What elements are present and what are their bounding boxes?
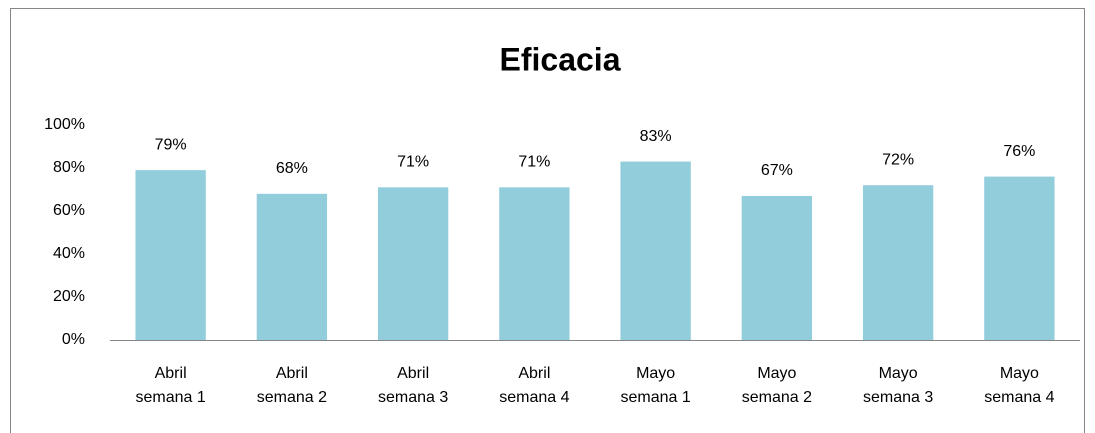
bar	[984, 176, 1055, 340]
x-tick-label: Abril semana 2	[256, 365, 327, 406]
chart-border	[10, 8, 1085, 433]
bar	[499, 187, 570, 340]
bar	[741, 195, 813, 340]
x-tick-label: Abril semana 1	[135, 365, 206, 406]
value-label: 76%	[1003, 143, 1035, 160]
y-tick-label: 60%	[53, 202, 85, 219]
value-label: 71%	[397, 154, 429, 171]
y-tick-label: 40%	[53, 245, 85, 262]
chart-title: Eficacia	[500, 41, 621, 77]
bar	[620, 161, 691, 340]
value-label: 67%	[761, 162, 793, 179]
y-tick-label: 0%	[62, 331, 85, 348]
x-tick-label: Mayo semana 2	[741, 365, 812, 406]
bar	[377, 187, 449, 340]
y-tick-label: 100%	[44, 116, 85, 133]
x-tick-label: Mayo semana 1	[620, 365, 691, 406]
x-tick-label: Abril semana 3	[377, 365, 449, 406]
value-label: 72%	[882, 151, 914, 168]
value-label: 79%	[155, 136, 187, 153]
value-label: 71%	[518, 154, 550, 171]
bar	[256, 193, 328, 340]
bar	[135, 170, 206, 340]
value-label: 68%	[276, 160, 308, 177]
x-tick-label: Abril semana 4	[499, 365, 570, 406]
x-tick-label: Mayo semana 3	[862, 365, 934, 406]
x-tick-label: Mayo semana 4	[984, 365, 1055, 406]
y-tick-label: 80%	[53, 159, 85, 176]
y-tick-label: 20%	[53, 288, 85, 305]
bar	[862, 185, 934, 340]
value-label: 83%	[640, 128, 672, 145]
